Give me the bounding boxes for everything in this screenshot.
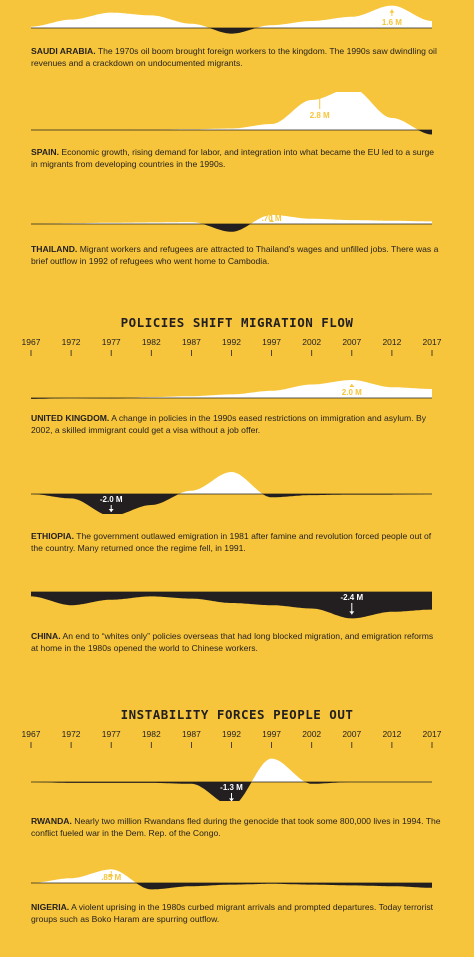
country-text: Nearly two million Rwandans fled during … [31, 816, 441, 839]
arrow-head-icon [229, 798, 234, 801]
peak-annotation: .70 M [262, 212, 282, 223]
chart-ethiopia: -2.0 M [31, 472, 432, 514]
year-tick-label: 1987 [182, 337, 201, 347]
outflow-area [31, 28, 432, 34]
outflow-area [31, 782, 432, 801]
caption-saudi-arabia: SAUDI ARABIA. The 1970s oil boom brought… [31, 45, 441, 70]
country-name: RWANDA. [31, 816, 72, 826]
year-tick-label: 1967 [22, 729, 41, 739]
peak-annotation: 1.6 M [382, 9, 402, 27]
country-name: CHINA. [31, 631, 61, 641]
chart-rwanda: -1.3 M [31, 758, 432, 801]
chart-saudi-arabia: 1.6 M [31, 5, 432, 34]
chart-spain: 2.8 M [31, 92, 432, 135]
country-name: ETHIOPIA. [31, 531, 74, 541]
inflow-area [31, 869, 432, 883]
peak-annotation: -1.3 M [220, 783, 243, 801]
year-tick-label: 1982 [142, 729, 161, 739]
year-tick-label: 2012 [382, 337, 401, 347]
year-tick-label: 1972 [62, 729, 81, 739]
year-tick-label: 2002 [302, 729, 321, 739]
country-name: SAUDI ARABIA. [31, 46, 96, 56]
country-text: An end to “whites only” policies oversea… [31, 631, 434, 654]
year-tick-label: 2007 [342, 337, 361, 347]
year-tick-label: 2017 [423, 729, 442, 739]
caption-thailand: THAILAND. Migrant workers and refugees a… [31, 243, 441, 268]
year-tick-label: 1997 [262, 337, 281, 347]
year-tick-label: 1982 [142, 337, 161, 347]
year-tick-label: 1977 [102, 337, 121, 347]
peak-annotation: .85 M [101, 871, 122, 882]
outflow-area [31, 224, 432, 232]
year-tick-label: 1987 [182, 729, 201, 739]
arrow-head-icon [269, 218, 275, 222]
year-tick-label: 2017 [423, 337, 442, 347]
inflow-area [31, 380, 432, 398]
arrow-head-icon [349, 611, 355, 615]
inflow-area [31, 214, 432, 224]
year-tick-label: 1972 [62, 337, 81, 347]
peak-annotation: -2.4 M [340, 593, 363, 615]
caption-china: CHINA. An end to “whites only” policies … [31, 630, 441, 655]
year-tick-label: 1997 [262, 729, 281, 739]
peak-label: -2.4 M [340, 593, 363, 602]
inflow-area [31, 92, 432, 130]
peak-label: .70 M [262, 214, 282, 223]
chart-united-kingdom: 2.0 M [31, 380, 432, 399]
chart-thailand: .70 M [31, 212, 432, 232]
year-axis-instability: 1967 1972 1977 1982 1987 1992 1997 2002 2007 2012… [22, 729, 442, 748]
arrow-head-icon [349, 384, 355, 387]
country-name: SPAIN. [31, 147, 60, 157]
outflow-area [31, 883, 432, 890]
country-text: Migrant workers and refugees are attract… [31, 244, 439, 267]
country-text: The 1970s oil boom brought foreign worke… [31, 46, 437, 69]
caption-rwanda: RWANDA. Nearly two million Rwandans fled… [31, 815, 441, 840]
outflow-area [31, 592, 432, 619]
country-text: The government outlawed emigration in 19… [31, 531, 432, 554]
peak-label: 2.0 M [342, 388, 362, 397]
arrow-head-icon [108, 509, 114, 512]
chart-nigeria: .85 M [31, 869, 432, 890]
peak-annotation: 2.8 M [310, 92, 330, 120]
inflow-area [31, 472, 432, 494]
peak-label: 1.6 M [382, 18, 402, 27]
peak-label: -1.3 M [220, 783, 243, 792]
year-tick-label: 2012 [382, 729, 401, 739]
peak-label: .85 M [101, 873, 121, 882]
country-text: Economic growth, rising demand for labor… [31, 147, 435, 170]
caption-nigeria: NIGERIA. A violent uprising in the 1980s… [31, 901, 441, 926]
country-name: THAILAND. [31, 244, 78, 254]
year-tick-label: 1977 [102, 729, 121, 739]
section-title-policies: POLICIES SHIFT MIGRATION FLOW [120, 315, 354, 330]
peak-annotation: 2.0 M [342, 384, 362, 397]
country-text: A violent uprising in the 1980s curbed m… [31, 902, 434, 925]
year-tick-label: 2007 [342, 729, 361, 739]
country-name: UNITED KINGDOM. [31, 413, 110, 423]
year-tick-label: 1992 [222, 337, 241, 347]
section-title-instability: INSTABILITY FORCES PEOPLE OUT [120, 707, 354, 722]
year-axis-policies: 1967 1972 1977 1982 1987 1992 1997 2002 2007 2012… [22, 337, 442, 356]
year-tick-label: 1992 [222, 729, 241, 739]
year-tick-label: 2002 [302, 337, 321, 347]
country-name: NIGERIA. [31, 902, 70, 912]
arrow-head-icon [389, 9, 395, 13]
outflow-area [31, 494, 432, 514]
arrow-head-icon [108, 873, 114, 877]
peak-annotation: -2.0 M [100, 495, 123, 512]
country-text: A change in policies in the 1990s eased … [31, 413, 427, 436]
arrow-head-icon [317, 92, 323, 95]
chart-china: -2.4 M [31, 591, 432, 619]
outflow-area [31, 398, 432, 399]
year-tick-label: 1967 [22, 337, 41, 347]
caption-spain: SPAIN. Economic growth, rising demand fo… [31, 146, 441, 171]
peak-label: -2.0 M [100, 495, 123, 504]
caption-ethiopia: ETHIOPIA. The government outlawed emigra… [31, 530, 441, 555]
peak-label: 2.8 M [310, 111, 330, 120]
caption-united-kingdom: UNITED KINGDOM. A change in policies in … [31, 412, 441, 437]
inflow-area [31, 5, 432, 28]
